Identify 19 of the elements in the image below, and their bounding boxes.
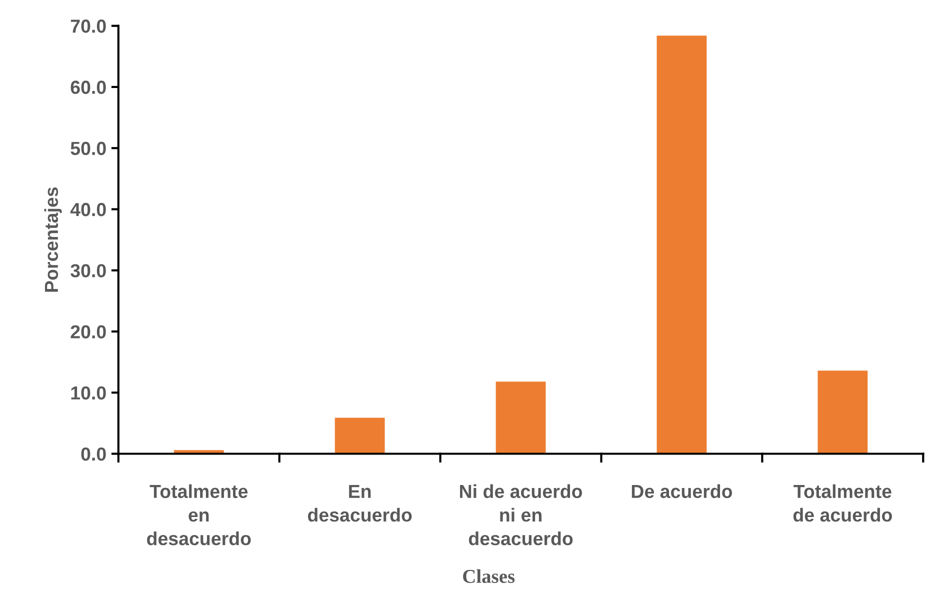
x-tick-label: De acuerdo	[632, 484, 732, 498]
bar	[818, 370, 868, 454]
y-tick-label: 40.0	[70, 202, 106, 216]
y-tick-label: 30.0	[70, 264, 106, 278]
x-tick-label: Ni de acuerdo ni en desacuerdo	[460, 484, 582, 546]
x-tick-label: Totalmente en desacuerdo	[147, 484, 251, 546]
bar	[334, 418, 385, 454]
y-axis-title: Porcentajes	[44, 187, 62, 292]
x-tick-label: En desacuerdo	[308, 485, 412, 522]
bar	[496, 382, 546, 454]
x-tick-label: Totalmente de acuerdo	[793, 484, 892, 522]
y-tick-label: 10.0	[71, 386, 106, 400]
y-tick-label: 50.0	[70, 142, 106, 156]
y-tick-label: 60.0	[70, 80, 106, 94]
y-tick-label: 0.0	[81, 447, 106, 461]
y-tick-label: 20.0	[70, 325, 106, 338]
y-tick-label: 70.0	[70, 20, 106, 33]
bar	[656, 36, 707, 454]
x-axis-title: Clases	[463, 569, 515, 583]
